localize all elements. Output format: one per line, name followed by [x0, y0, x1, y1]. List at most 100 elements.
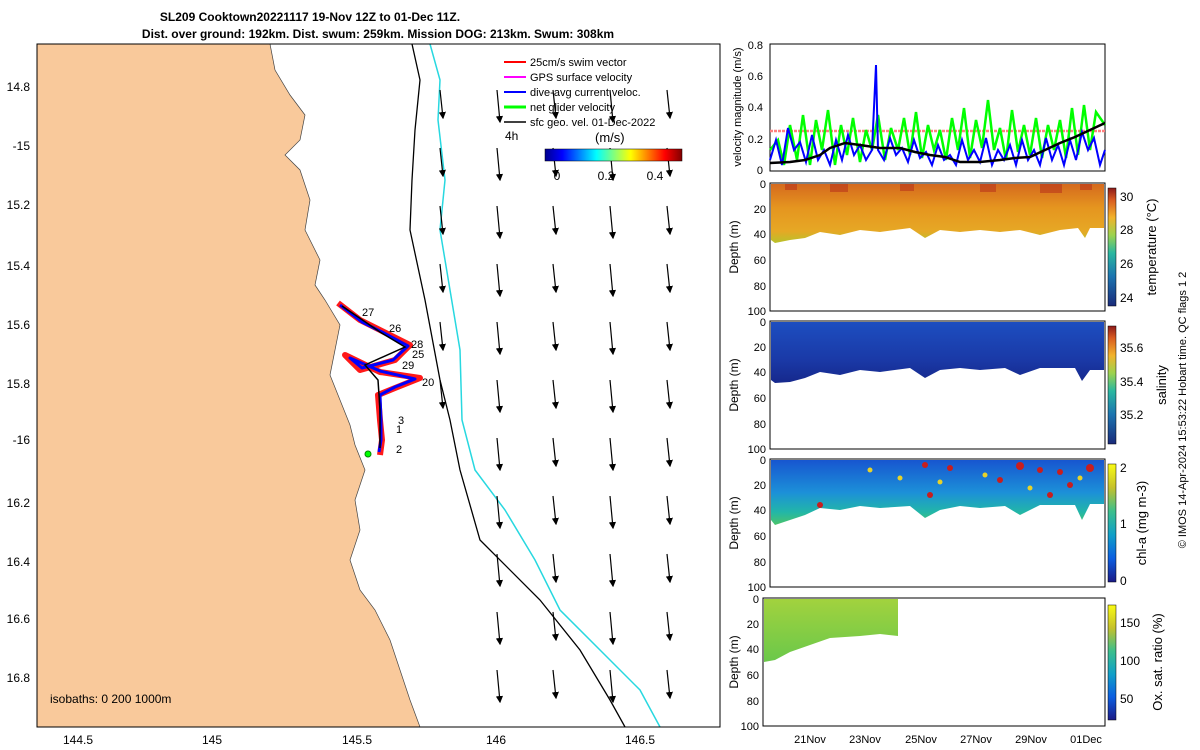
geo-velocity-arrow — [438, 263, 446, 294]
geo-velocity-arrow — [438, 89, 446, 120]
velocity-arrows — [438, 89, 673, 750]
lat-tick: 16.6 — [7, 612, 31, 626]
geo-velocity-arrow — [495, 263, 504, 298]
track-end-marker — [364, 450, 372, 458]
chl-cbar-label: chl-a (mg m-3) — [1134, 481, 1149, 566]
lon-tick: 146.5 — [625, 733, 655, 747]
depth-tick: 40 — [754, 229, 766, 241]
waypoint-label-20: 20 — [422, 377, 434, 389]
lat-tick: 16.8 — [7, 671, 31, 685]
depth-tick: 20 — [754, 480, 766, 492]
geo-velocity-arrow — [608, 495, 617, 530]
geo-velocity-arrow — [665, 611, 673, 642]
legend-swim: 25cm/s swim vector — [530, 57, 627, 69]
depth-tick: 0 — [753, 594, 759, 606]
chl-cbar-tick: 2 — [1120, 461, 1127, 475]
ox-cbar-tick: 50 — [1120, 692, 1134, 706]
temperature-colorbar — [1107, 187, 1117, 307]
depth-tick: 40 — [754, 367, 766, 379]
colorbar-tick-2: 0.4 — [647, 169, 664, 183]
lon-tick: 144.5 — [63, 733, 93, 747]
geo-velocity-arrow — [608, 263, 617, 298]
lat-tick: 15.2 — [7, 198, 31, 212]
depth-tick: 40 — [754, 505, 766, 517]
interval-label: 4h — [505, 129, 518, 143]
geo-velocity-arrow — [495, 89, 504, 124]
net-glider-series — [769, 99, 1107, 166]
sal-cbar-tick: 35.4 — [1120, 375, 1144, 389]
salinity-colorbar — [1107, 325, 1117, 445]
waypoint-labels: 27 26 28 25 29 20 3 1 2 — [362, 307, 434, 456]
geo-velocity-arrow — [438, 321, 446, 352]
depth-tick: 60 — [754, 393, 766, 405]
depth-tick: 80 — [747, 696, 759, 708]
waypoint-label-29: 29 — [402, 360, 414, 372]
geo-velocity-arrow — [551, 611, 559, 642]
geo-velocity-arrow — [665, 263, 673, 294]
credit-text: © IMOS 14-Apr-2024 15:53:22 Hobart time.… — [1177, 272, 1189, 549]
colorbar-tick-0: 0 — [554, 169, 561, 183]
geo-velocity-arrow — [610, 728, 613, 750]
temp-cbar-tick: 30 — [1120, 190, 1134, 204]
geo-velocity-arrow — [438, 379, 446, 410]
geo-velocity-arrow — [665, 89, 673, 120]
lat-tick: 14.8 — [7, 80, 31, 94]
lat-tick: 15.4 — [7, 259, 31, 273]
temp-cbar-tick: 26 — [1120, 257, 1134, 271]
legend-dive: dive-avg current veloc. — [530, 87, 641, 99]
geo-velocity-arrow — [608, 669, 617, 704]
geo-velocity-arrow — [495, 437, 504, 472]
waypoint-label-3: 3 — [398, 415, 404, 427]
colorbar-unit: (m/s) — [595, 130, 625, 145]
waypoint-label-28: 28 — [411, 339, 423, 351]
colorbar-tick-1: 0.2 — [598, 169, 615, 183]
depth-label: Depth (m) — [727, 635, 741, 688]
geo-velocity-arrow — [665, 321, 673, 352]
isobaths-label: isobaths: 0 200 1000m — [50, 692, 171, 706]
geo-velocity-arrow — [551, 495, 559, 526]
geo-velocity-arrow — [551, 437, 559, 468]
depth-tick: 60 — [747, 670, 759, 682]
waypoint-label-27: 27 — [362, 307, 374, 319]
lat-tick: 15.8 — [7, 377, 31, 391]
depth-tick: 0 — [760, 317, 766, 329]
geo-velocity-arrow — [608, 89, 617, 124]
geo-velocity-arrow — [551, 669, 559, 700]
time-tick: 21Nov — [794, 734, 826, 746]
map-legend: 25cm/s swim vector GPS surface velocity … — [504, 57, 683, 183]
map-lon-ticks: 144.5 145 145.5 146 146.5 — [63, 733, 655, 747]
geo-velocity-arrow — [438, 205, 446, 236]
depth-tick: 100 — [748, 444, 766, 456]
depth-label: Depth (m) — [727, 358, 741, 411]
lat-tick: 15.6 — [7, 318, 31, 332]
geo-velocity-arrow — [495, 147, 504, 182]
chla-panel: 0 20 40 60 80 100 Depth (m) 2 1 0 chl-a … — [727, 455, 1149, 594]
geo-velocity-arrow — [495, 321, 504, 356]
geo-velocity-arrow — [608, 611, 617, 646]
map-lat-ticks: 14.8 -15 15.2 15.4 15.6 15.8 -16 16.2 16… — [7, 80, 31, 685]
time-tick: 01Dec — [1070, 734, 1102, 746]
vel-ytick: 0.2 — [748, 134, 763, 146]
depth-tick: 80 — [754, 281, 766, 293]
vel-ytick: 0.8 — [748, 40, 763, 52]
lat-tick: -16 — [13, 433, 31, 447]
depth-tick: 20 — [747, 619, 759, 631]
depth-tick: 100 — [741, 721, 759, 733]
waypoint-label-2: 2 — [396, 444, 402, 456]
ox-cbar-tick: 150 — [1120, 616, 1140, 630]
geo-velocity-arrow — [495, 205, 504, 240]
geo-velocity-arrow — [608, 321, 617, 356]
sfc-geo-series — [769, 121, 1106, 165]
geo-velocity-arrow — [608, 553, 617, 588]
geo-velocity-arrow — [608, 205, 617, 240]
geo-velocity-arrow — [495, 611, 504, 646]
isobath-200 — [409, 44, 626, 727]
ox-cbar-tick: 100 — [1120, 654, 1140, 668]
legend-net: net glider velocity — [530, 102, 615, 114]
time-tick: 29Nov — [1015, 734, 1047, 746]
sal-cbar-label: salinity — [1154, 365, 1169, 405]
depth-label: Depth (m) — [727, 496, 741, 549]
depth-tick: 80 — [754, 419, 766, 431]
velocity-panel: 0 0.2 0.4 0.6 0.8 velocity magnitude (m/… — [732, 40, 1107, 177]
